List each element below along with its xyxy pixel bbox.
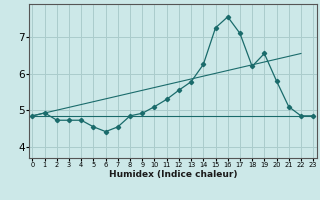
X-axis label: Humidex (Indice chaleur): Humidex (Indice chaleur) bbox=[108, 170, 237, 179]
